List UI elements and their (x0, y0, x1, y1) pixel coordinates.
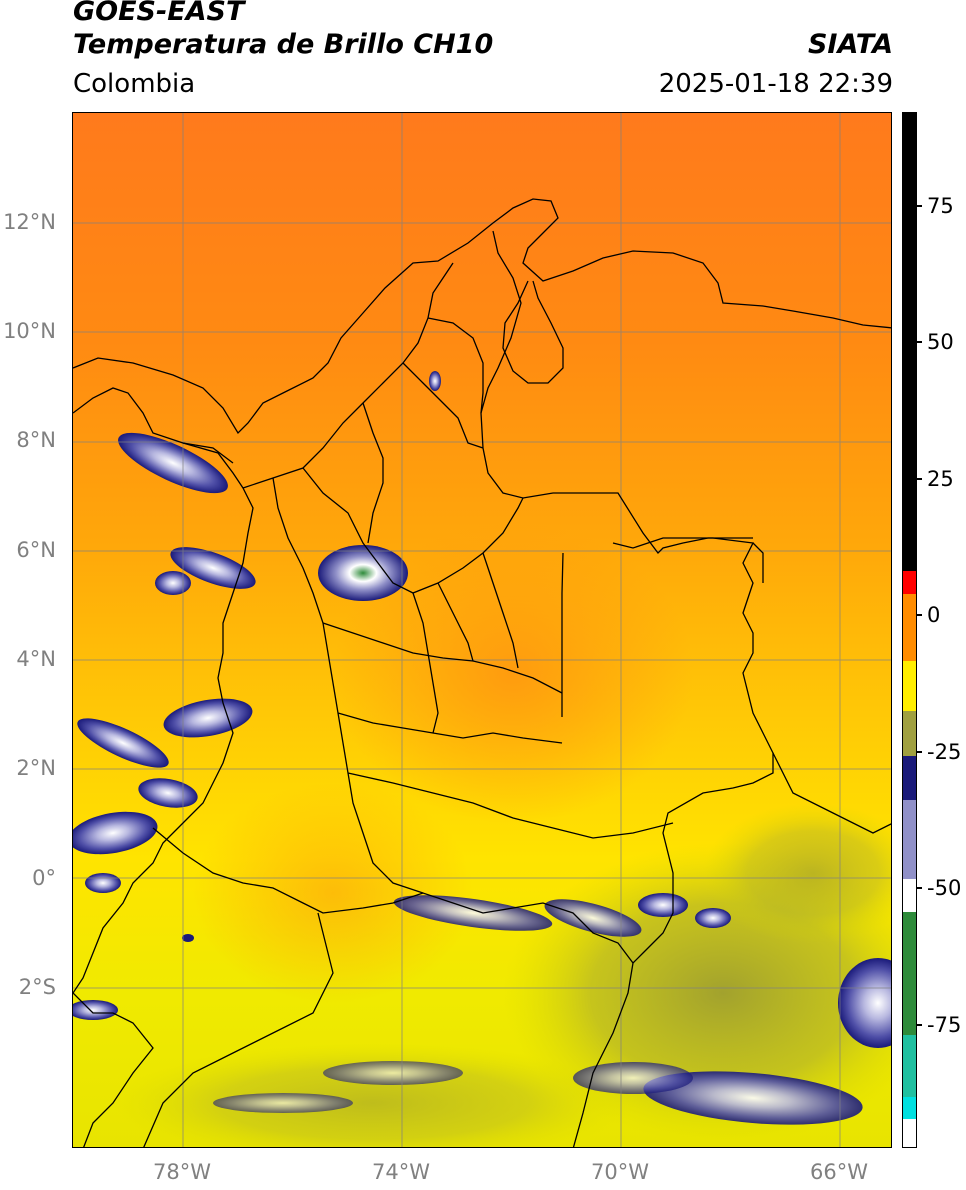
colorbar-tick (916, 614, 922, 616)
colorbar-label-minus75: -75 (927, 1013, 962, 1037)
colorbar-label-minus50: -50 (927, 876, 962, 900)
organization-label: SIATA (807, 29, 893, 60)
timestamp: 2025-01-18 22:39 (658, 69, 893, 99)
olive-haze (703, 803, 891, 943)
cloud-systems (73, 371, 891, 1125)
colorbar-segment (903, 1035, 916, 1097)
lat-tick-12N: 12°N (3, 210, 56, 234)
title-line-2: Temperatura de Brillo CH10 (73, 29, 494, 60)
colorbar-label-minus25: -25 (927, 740, 962, 764)
colorbar-tick (916, 341, 922, 343)
colorbar-segment (903, 593, 916, 661)
colorbar-segment (903, 755, 916, 801)
lon-tick-74W: 74°W (372, 1160, 430, 1184)
lat-tick-8N: 8°N (16, 428, 56, 452)
lon-tick-66W: 66°W (810, 1160, 868, 1184)
colorbar-tick (916, 1024, 922, 1026)
colorbar-segment (903, 800, 916, 879)
lat-tick-10N: 10°N (3, 319, 56, 343)
lat-tick-0: 0° (32, 866, 56, 890)
colorbar (902, 112, 917, 1148)
satellite-map[interactable] (72, 112, 892, 1148)
colorbar-tick (916, 887, 922, 889)
colorbar-label-25: 25 (927, 467, 954, 491)
region-label: Colombia (73, 69, 196, 99)
colorbar-segment (903, 1119, 916, 1147)
borders (73, 198, 891, 1147)
colorbar-label-50: 50 (927, 330, 954, 354)
deep-convective-cloud (318, 545, 408, 601)
colorbar-tick (916, 751, 922, 753)
lat-tick-2S: 2°S (18, 975, 56, 999)
lon-tick-70W: 70°W (591, 1160, 649, 1184)
colorbar-segment (903, 878, 916, 913)
colorbar-segment (903, 113, 916, 572)
colorbar-label-0: 0 (927, 603, 941, 627)
colorbar-segment (903, 1096, 916, 1120)
colorbar-tick (916, 478, 922, 480)
olive-haze (113, 1043, 633, 1147)
title-line-1: GOES-EAST (73, 0, 245, 27)
colorbar-segment (903, 660, 916, 712)
colorbar-segment (903, 571, 916, 594)
colorbar-tick (916, 205, 922, 207)
colorbar-label-75: 75 (927, 194, 954, 218)
colorbar-segment (903, 711, 916, 756)
lon-tick-78W: 78°W (153, 1160, 211, 1184)
warm-region (333, 523, 693, 823)
lat-tick-2N: 2°N (16, 756, 56, 780)
lat-tick-4N: 4°N (16, 647, 56, 671)
map-canvas (73, 113, 891, 1147)
map-gridlines (73, 113, 891, 1147)
lat-tick-6N: 6°N (16, 538, 56, 562)
colorbar-segment (903, 912, 916, 1036)
warm-region (193, 783, 473, 1003)
